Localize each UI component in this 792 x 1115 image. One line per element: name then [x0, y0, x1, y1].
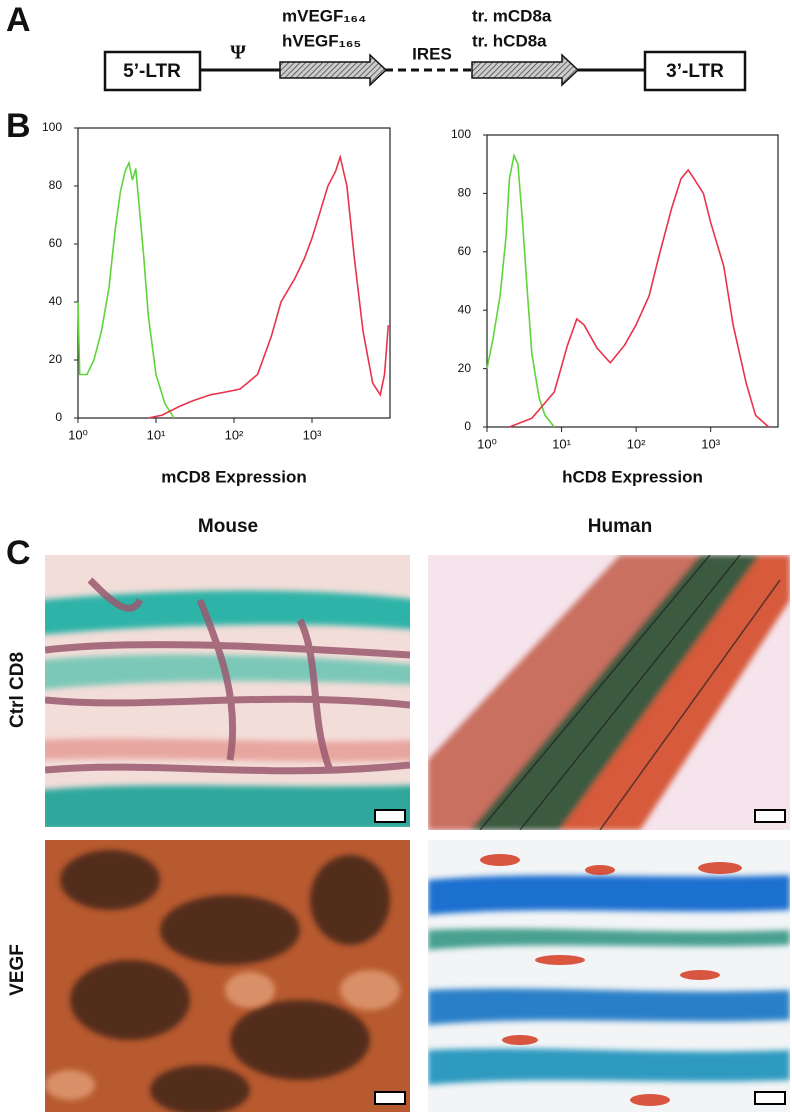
- gene-arrow: [279, 53, 388, 87]
- gene-label: tr. mCD8a: [472, 6, 552, 25]
- x-tick-label: 10³: [701, 436, 720, 451]
- row-label: VEGF: [7, 944, 28, 996]
- y-tick-label: 40: [458, 302, 472, 316]
- y-tick-label: 100: [451, 127, 471, 141]
- y-tick-label: 80: [458, 186, 472, 200]
- row-label: Ctrl CD8: [7, 652, 28, 728]
- column-label: Mouse: [198, 516, 258, 537]
- y-tick-label: 60: [458, 244, 472, 258]
- panel-label: C: [6, 534, 31, 572]
- histogram-line: [77, 160, 175, 419]
- y-tick-label: 60: [49, 236, 63, 250]
- psi-label: Ψ: [230, 42, 246, 64]
- gene-arrow: [471, 53, 580, 87]
- x-tick-label: 10⁰: [477, 436, 497, 451]
- gene-label: mVEGF₁₆₄: [282, 6, 366, 25]
- y-tick-label: 80: [49, 178, 63, 192]
- micrograph: [45, 840, 410, 1112]
- panel-label: A: [6, 1, 31, 39]
- y-tick-label: 100: [42, 120, 62, 134]
- panel-label: B: [6, 107, 31, 145]
- y-tick-label: 40: [49, 294, 63, 308]
- gene-label: hVEGF₁₆₅: [282, 31, 361, 50]
- micrograph: [45, 555, 410, 827]
- ltr-box: [643, 50, 747, 92]
- x-axis-label: hCD8 Expression: [562, 467, 703, 486]
- x-tick-label: 10²: [225, 427, 244, 442]
- histogram-line: [148, 154, 390, 419]
- ltr-box: [103, 50, 202, 92]
- x-axis-label: mCD8 Expression: [161, 467, 307, 486]
- x-tick-label: 10¹: [552, 436, 571, 451]
- y-tick-label: 20: [49, 352, 63, 366]
- y-tick-label: 20: [458, 361, 472, 375]
- column-label: Human: [588, 516, 652, 537]
- charts: 0 20 40 60 80 100 10⁰ 10¹ 10² 10³ mCD8 Expression 0…: [42, 120, 779, 486]
- histogram-line: [509, 168, 770, 428]
- x-tick-label: 10⁰: [68, 427, 88, 442]
- y-tick-label: 0: [55, 410, 62, 424]
- y-tick-label: 0: [464, 419, 471, 433]
- x-tick-label: 10³: [303, 427, 322, 442]
- micrograph: [428, 840, 790, 1112]
- micrograph: [428, 555, 790, 830]
- x-tick-label: 10¹: [147, 427, 166, 442]
- x-tick-label: 10²: [627, 436, 646, 451]
- ltr-label: 5’-LTR: [123, 61, 181, 82]
- ltr-label: 3’-LTR: [666, 61, 724, 82]
- ires-label: IRES: [412, 44, 452, 63]
- histogram-line: [486, 152, 555, 428]
- plot-frame: [486, 134, 779, 428]
- gene-label: tr. hCD8a: [472, 31, 547, 50]
